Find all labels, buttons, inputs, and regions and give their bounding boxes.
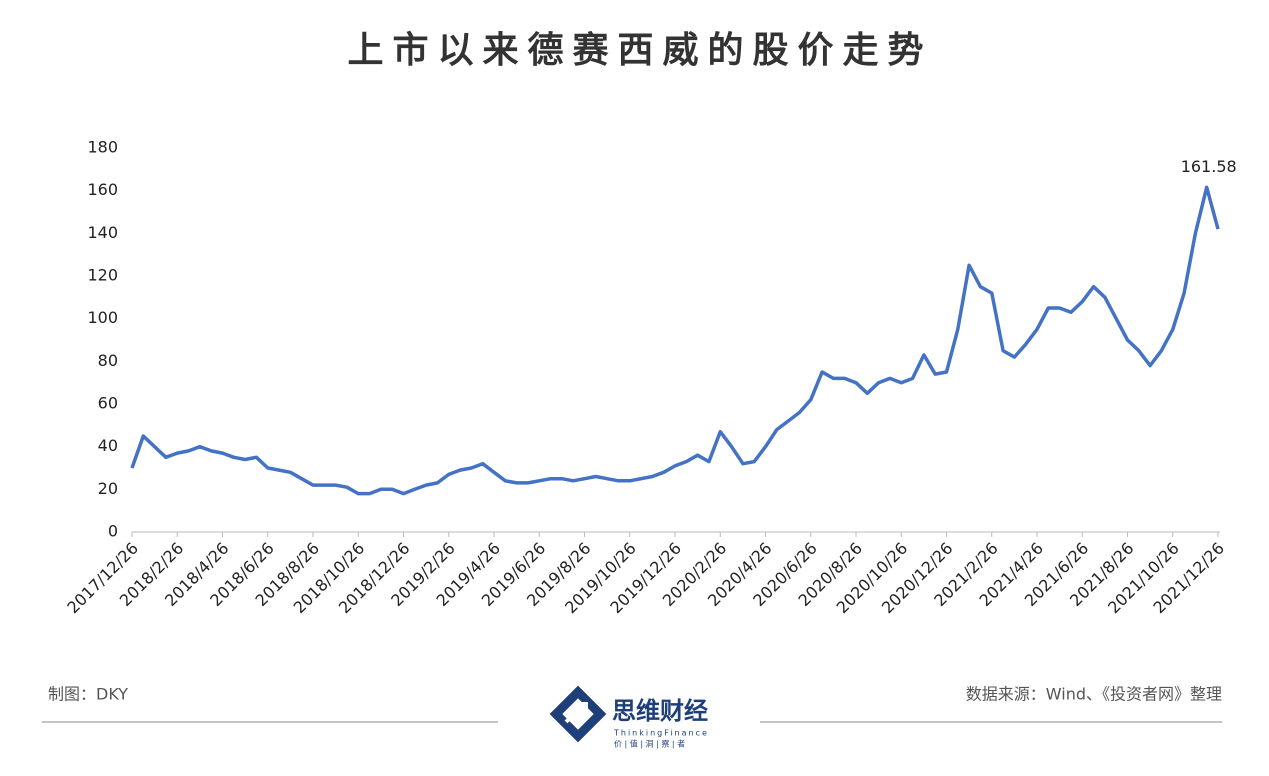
logo-arrow xyxy=(564,702,588,724)
y-tick-label: 100 xyxy=(87,308,118,327)
maker: 制图：DKY xyxy=(48,685,128,704)
y-tick-label: 40 xyxy=(98,436,118,455)
y-tick-label: 180 xyxy=(87,138,118,157)
logo-icon xyxy=(549,685,607,743)
y-tick-label: 20 xyxy=(98,479,118,498)
y-tick-label: 80 xyxy=(98,351,118,370)
logo-en: ThinkingFinance xyxy=(613,729,709,738)
peak-label: 161.58 xyxy=(1181,157,1237,176)
y-tick-label: 0 xyxy=(108,522,118,541)
logo-slogan: 价 | 值 | 洞 | 察 | 者 xyxy=(614,739,685,749)
source: 数据来源：Wind、《投资者网》整理 xyxy=(966,685,1222,704)
logo: 思维财经 ThinkingFinance 价 | 值 | 洞 | 察 | 者 xyxy=(549,685,709,749)
y-tick-label: 60 xyxy=(98,394,118,413)
logo-text: 思维财经 xyxy=(612,697,708,725)
y-tick-label: 160 xyxy=(87,180,118,199)
chart-title: 上市以来德赛西威的股价走势 xyxy=(347,30,932,71)
y-tick-label: 140 xyxy=(87,223,118,242)
price-line xyxy=(130,185,1220,496)
y-tick-label: 120 xyxy=(87,266,118,285)
